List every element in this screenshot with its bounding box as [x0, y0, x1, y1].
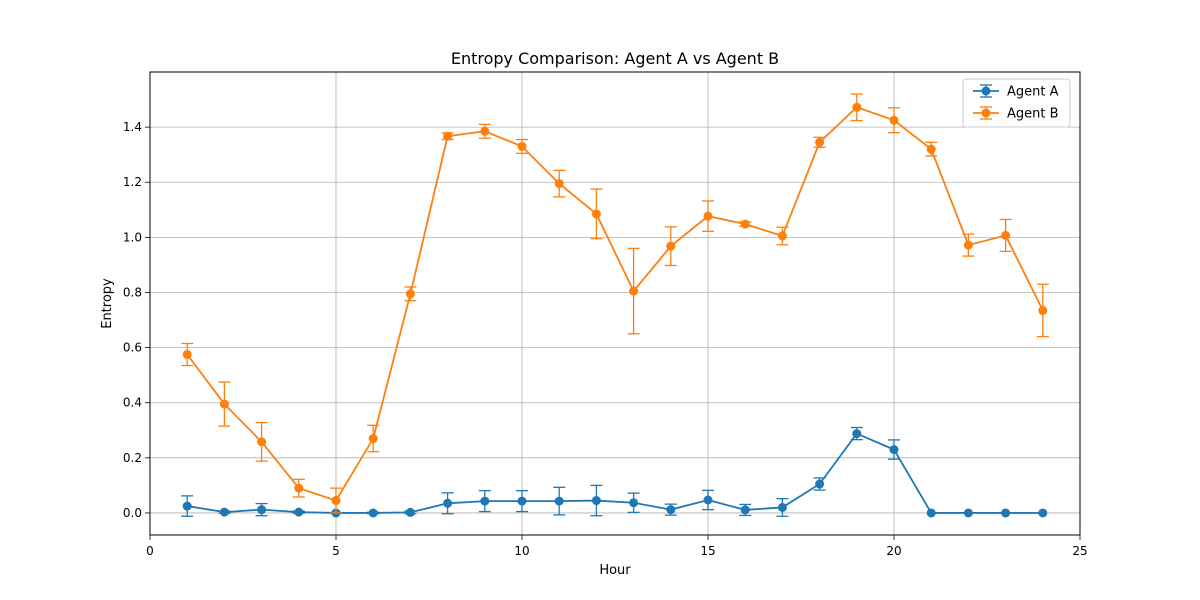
series-1-point — [963, 508, 973, 518]
series-2-point — [443, 131, 453, 141]
y-axis-label: Entropy — [100, 278, 115, 329]
series-1-point — [443, 498, 453, 508]
series-2-point — [963, 240, 973, 250]
series-1-point — [405, 507, 415, 517]
series-2-point — [889, 115, 899, 125]
series-2-point — [740, 219, 750, 229]
series-1-point — [1001, 508, 1011, 518]
series-2-point — [219, 399, 229, 409]
series-1-line — [187, 432, 1043, 514]
x-tick-label: 5 — [332, 544, 340, 558]
series-2-point — [368, 434, 378, 444]
series-2-point — [629, 286, 639, 296]
series-1-point — [889, 445, 899, 455]
y-tick-label: 0.6 — [123, 341, 142, 355]
series-1-point — [480, 496, 490, 506]
series-1-point — [294, 507, 304, 517]
series-1-point — [368, 508, 378, 518]
x-tick-label: 20 — [886, 544, 901, 558]
series-1-point — [740, 505, 750, 515]
series-2-point — [1038, 305, 1048, 315]
series-1-point — [629, 498, 639, 508]
series-1-point — [815, 479, 825, 489]
y-tick-label: 0.2 — [123, 451, 142, 465]
legend-swatch-marker — [981, 108, 991, 118]
series-1-point — [703, 495, 713, 505]
series-2-point — [331, 496, 341, 506]
plot-frame — [149, 71, 1081, 536]
series-2-point — [480, 126, 490, 136]
y-tick-label: 1.4 — [123, 120, 142, 134]
series-1-group — [181, 426, 1048, 518]
legend-swatch-marker — [981, 86, 991, 96]
series-2-point — [517, 141, 527, 151]
series-1-point — [182, 501, 192, 511]
series-1-point — [666, 505, 676, 515]
x-axis-label: Hour — [599, 563, 631, 578]
series-1-point — [591, 496, 601, 506]
series-1-point — [777, 502, 787, 512]
series-2-point — [852, 102, 862, 112]
series-2-point — [405, 289, 415, 299]
series-1-point — [219, 507, 229, 517]
series-2-point — [815, 137, 825, 147]
chart-title: Entropy Comparison: Agent A vs Agent B — [451, 49, 779, 68]
series-2-point — [294, 483, 304, 493]
series-1-point — [1038, 508, 1048, 518]
y-tick-label: 1.0 — [123, 230, 142, 244]
series-2-point — [554, 179, 564, 189]
series-1-point — [517, 496, 527, 506]
series-2-point — [182, 349, 192, 359]
y-tick-label: 0.0 — [123, 506, 142, 520]
series-2-line — [186, 106, 1044, 502]
x-tick-label: 15 — [700, 544, 715, 558]
series-2-point — [666, 241, 676, 251]
x-tick-label: 25 — [1072, 544, 1087, 558]
y-tick-label: 0.4 — [123, 396, 142, 410]
series-1-point — [852, 429, 862, 439]
y-tick-label: 0.8 — [123, 285, 142, 299]
series-1-point — [257, 505, 267, 515]
series-2-point — [257, 437, 267, 447]
series-1-point — [554, 496, 564, 506]
series-2-point — [703, 211, 713, 221]
x-tick-label: 0 — [146, 544, 154, 558]
x-tick-label: 10 — [514, 544, 529, 558]
series-1-point — [926, 508, 936, 518]
series-2-point — [591, 209, 601, 219]
series-2-point — [777, 231, 787, 241]
y-tick-label: 1.2 — [123, 175, 142, 189]
legend-label: Agent B — [1007, 107, 1059, 122]
series-2-group — [181, 93, 1049, 514]
grid-lines — [149, 72, 1081, 535]
series-2-point — [926, 144, 936, 154]
series-layer — [181, 93, 1049, 518]
series-2-point — [1001, 230, 1011, 240]
legend-label: Agent A — [1007, 85, 1059, 100]
axis-ticks: 0 5 10 15 20 25 0.0 0.2 0.4 0.6 0.8 1.0 1.2 1.4 — [123, 120, 1088, 558]
legend: Agent A Agent B — [962, 78, 1071, 128]
